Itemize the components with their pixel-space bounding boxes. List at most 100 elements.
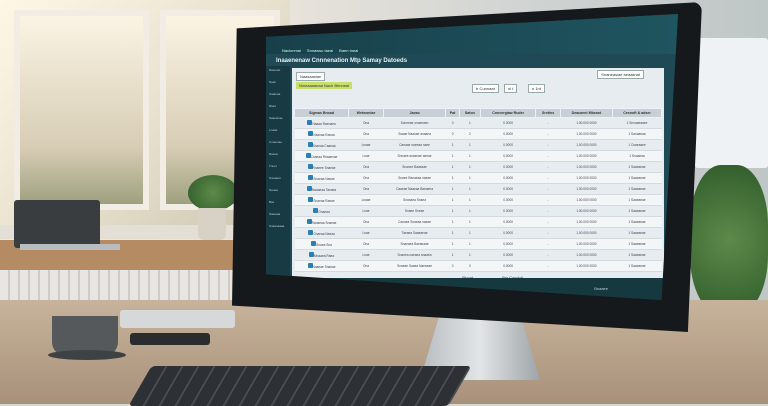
table-cell: - xyxy=(535,249,561,261)
table-cell: 1 xyxy=(445,172,460,184)
row-icon xyxy=(308,175,314,180)
table-row[interactable]: Naaaa Raenaea Ona Soneeae onaeeaen 0 1 0.0000… xyxy=(294,117,662,129)
footer-label: Pivoat xyxy=(462,275,473,280)
row-name: Snaeaa Raeae xyxy=(313,199,335,203)
data-table: Sigmas Bnoad Wetwoniae Jaeao Pat Saton Cnnver… xyxy=(293,108,663,272)
table-cell: - xyxy=(535,139,561,151)
table-cell: 1 xyxy=(459,238,481,250)
column-header[interactable]: Saton xyxy=(458,108,481,118)
search-input[interactable]: Snaneasiae aeaasnat xyxy=(597,70,644,79)
table-cell: 1.00.000 0000 xyxy=(560,205,613,217)
table-row[interactable]: Snaeaa Raeae Lnaae Snanaea Snaea 1 1 0.0000-1… xyxy=(294,194,662,206)
table-cell: Lnaae xyxy=(348,139,384,151)
column-header[interactable]: Cnnvergiaw Ruder xyxy=(479,108,537,118)
row-icon xyxy=(307,142,313,147)
row-icon xyxy=(307,164,313,169)
table-row[interactable]: Naaaeaa Taeaea Ona Caaeae Naaeaa Baeaeea 1 1… xyxy=(294,183,662,195)
row-name: Snaeaa Naeae xyxy=(313,177,335,181)
menu-item[interactable]: Snnawsu taeal xyxy=(306,48,334,53)
sidebar-item[interactable]: Saaoanae xyxy=(269,116,283,120)
column-header[interactable]: Deacaent Mbeant xyxy=(559,108,613,118)
table-cell: Nsanaa Ranaa xyxy=(294,128,349,140)
sidebar-item[interactable]: Lnaaa xyxy=(269,128,278,132)
table-cell: 1.00.000 0000 xyxy=(560,128,613,140)
column-header[interactable]: Sigmas Bnoad xyxy=(293,108,350,118)
table-cell: 0.0000 xyxy=(480,216,536,228)
table-row[interactable]: Naaeae Snaeae Ona Snaeae Saaea Naeaeae 0 0 0.… xyxy=(294,260,662,272)
table-cell: 1 xyxy=(445,150,460,162)
column-header[interactable]: Sretins xyxy=(535,108,561,118)
sidebar-item[interactable]: Bas xyxy=(269,200,275,204)
table-cell: Snanaea Snaea xyxy=(383,194,446,206)
row-icon xyxy=(311,241,317,246)
filter-dropdown[interactable]: n 1nt xyxy=(528,84,545,93)
table-cell: 0.0000 xyxy=(480,150,536,162)
column-header[interactable]: Pat xyxy=(445,108,460,118)
table-cell: - xyxy=(535,205,561,217)
sidebar-item[interactable]: Rassa xyxy=(269,152,278,156)
table-cell: 0 xyxy=(445,117,460,129)
table-cell: Lnae xyxy=(348,249,384,261)
table-row[interactable]: Onaeaa Lnae Snaee Sneae 1 1 0.0000-1.00.000 0… xyxy=(294,205,662,217)
row-icon xyxy=(308,197,314,202)
table-cell: Snaeaea Baeaeaae xyxy=(383,238,446,250)
sidebar-item[interactable]: Cmaenae xyxy=(269,140,283,144)
sidebar: Rasenat Naen Sraanaa Rtani Saaoanae Lnaaa Cmae… xyxy=(266,66,290,300)
sidebar-item[interactable]: Snuaann xyxy=(269,176,282,180)
taskbar-item[interactable]: Bnaaee xyxy=(594,286,608,291)
filter-dropdown[interactable]: tr Cunnaat xyxy=(472,84,499,93)
table-cell: 1 Saaeaeae xyxy=(612,205,662,217)
sidebar-item[interactable]: Tnnet xyxy=(269,164,277,168)
menu-item[interactable]: Nacionmai xyxy=(282,48,301,53)
table-cell: 1.00.000 0000 xyxy=(560,183,613,195)
column-header[interactable]: Cesnoft & adser xyxy=(611,108,663,118)
table-cell: 1.00.000 0000 xyxy=(560,172,613,184)
table-cell: 1 Saaeaeae xyxy=(612,249,662,261)
table-row[interactable]: Ranaeaa Snaeae Ona Canaea Snaeaa naeae 1 1 0.… xyxy=(294,216,662,228)
table-cell: Snaea Sna xyxy=(294,238,349,250)
table-row[interactable]: Snaeaa Naeae Ona Snaee Ranaeaa naeae 1 1 0.00… xyxy=(294,172,662,184)
column-header[interactable]: Jaeao xyxy=(382,108,447,118)
table-cell: 1 xyxy=(445,183,460,195)
sidebar-item[interactable]: Snaanaaaa xyxy=(269,224,285,228)
table-cell: 0.0000 xyxy=(480,172,536,184)
primary-button[interactable]: Naasaanian xyxy=(296,72,326,81)
table-row[interactable]: Rnaeee Snaeae Ona Snanee Baaeaae 1 1 0.0000-1… xyxy=(294,161,662,173)
sidebar-item[interactable]: Staoaaa xyxy=(269,212,281,216)
sidebar-item[interactable]: Naen xyxy=(269,80,277,84)
sidebar-item[interactable]: Nanaa xyxy=(269,188,278,192)
filter-dropdown[interactable]: ni t xyxy=(504,84,518,93)
table-row[interactable]: Cnaeaa Rnaaenae Lnae Snnaee anaenae aenae 1… xyxy=(294,150,662,162)
table-row[interactable]: Snaea Sna Ona Snaeaea Baeaeaae 1 1 0.0000-1.0… xyxy=(294,238,662,250)
table-cell: Lnaae xyxy=(348,194,384,206)
plant xyxy=(188,175,238,211)
row-name: Onaeaa xyxy=(318,210,330,214)
sidebar-item[interactable]: Rtani xyxy=(269,104,277,108)
table-cell: Ona xyxy=(348,216,384,228)
table-row[interactable]: Nsanaa Ranaa Ona Ssaae Naanae anaaea 0 2 0.00… xyxy=(294,128,662,140)
page-title: Inaaenenaw Cnnnenation Mtp Samay Datoeds xyxy=(276,58,408,64)
table-row[interactable]: Cnaeaa Naeaa Lnae Taeaea Saaeaeae 1 1 0.0000-… xyxy=(294,227,662,239)
table-cell: 1 Saaeaeae xyxy=(612,183,662,195)
table-cell: Snaeae Saaea Naeaeae xyxy=(383,260,446,272)
table-cell: 0 xyxy=(445,260,460,272)
table-cell: - xyxy=(535,128,561,140)
table-cell: 0.0000 xyxy=(480,194,536,206)
sidebar-item[interactable]: Sraanaa xyxy=(269,92,281,96)
table-cell: Cnaeaa Naeaa xyxy=(294,227,349,239)
column-header[interactable]: Wetwoniae xyxy=(348,108,384,118)
table-cell: - xyxy=(535,216,561,228)
sidebar-item[interactable]: Rasenat xyxy=(269,68,281,72)
row-name: Nsanaa Ranaa xyxy=(313,133,335,137)
menu-item[interactable]: Baen tneai xyxy=(339,48,359,53)
table-cell: 0.0000 xyxy=(480,161,536,173)
table-cell: - xyxy=(535,117,561,129)
table-row[interactable]: Snanaa Caaeaa Lnaae Canaae naeeaa naee 1 1 0.… xyxy=(294,139,662,151)
table-row[interactable]: Mnaaea Raea Lnae Snaeea naeaea anaaea 1 1 0.0… xyxy=(294,249,662,261)
table-cell: 1.00.000 0000 xyxy=(560,150,613,162)
window-pane xyxy=(14,10,149,210)
table-cell: 2 xyxy=(459,128,481,140)
table-cell: - xyxy=(535,260,561,272)
row-name: Ranaeaa Snaeae xyxy=(311,221,337,225)
table-cell: - xyxy=(535,172,561,184)
